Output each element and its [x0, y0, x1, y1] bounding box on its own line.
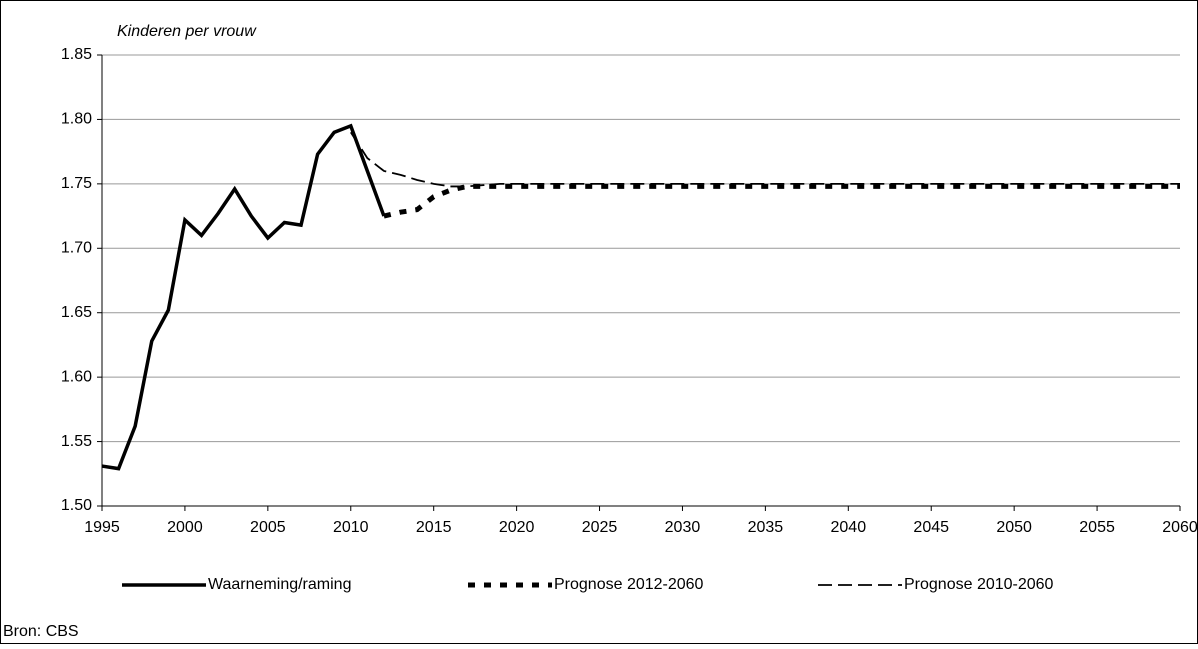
y-tick-label: 1.75 [61, 175, 92, 192]
source: Bron: CBS [3, 623, 79, 640]
x-tick-label: 2015 [416, 519, 452, 536]
x-tick-label: 2025 [582, 519, 618, 536]
legend-label: Prognose 2010-2060 [904, 576, 1054, 593]
y-tick-label: 1.65 [61, 304, 92, 321]
x-tick-label: 2045 [913, 519, 949, 536]
x-tick-label: 2020 [499, 519, 535, 536]
legend-label: Prognose 2012-2060 [554, 576, 704, 593]
legend-label: Waarneming/raming [208, 576, 351, 593]
x-tick-label: 2060 [1162, 519, 1198, 536]
y-tick-label: 1.80 [61, 111, 92, 128]
series-line [383, 183, 1180, 219]
y-tick-label: 1.55 [61, 433, 92, 450]
x-tick-label: 2005 [250, 519, 286, 536]
x-tick-label: 2030 [665, 519, 701, 536]
x-tick-label: 2050 [996, 519, 1032, 536]
x-tick-label: 2055 [1079, 519, 1115, 536]
x-tick-label: 2010 [333, 519, 369, 536]
series-line [101, 123, 386, 471]
x-tick-label: 2040 [831, 519, 867, 536]
x-tick-label: 2000 [167, 519, 203, 536]
y-tick-label: 1.60 [61, 368, 92, 385]
y-tick-label: 1.50 [61, 497, 92, 514]
y-tick-label: 1.85 [61, 46, 92, 63]
x-tick-label: 2035 [748, 519, 784, 536]
x-tick-label: 1995 [84, 519, 120, 536]
y-axis-label: Kinderen per vrouw [117, 23, 257, 40]
series-line [350, 131, 1180, 188]
y-tick-label: 1.70 [61, 240, 92, 257]
